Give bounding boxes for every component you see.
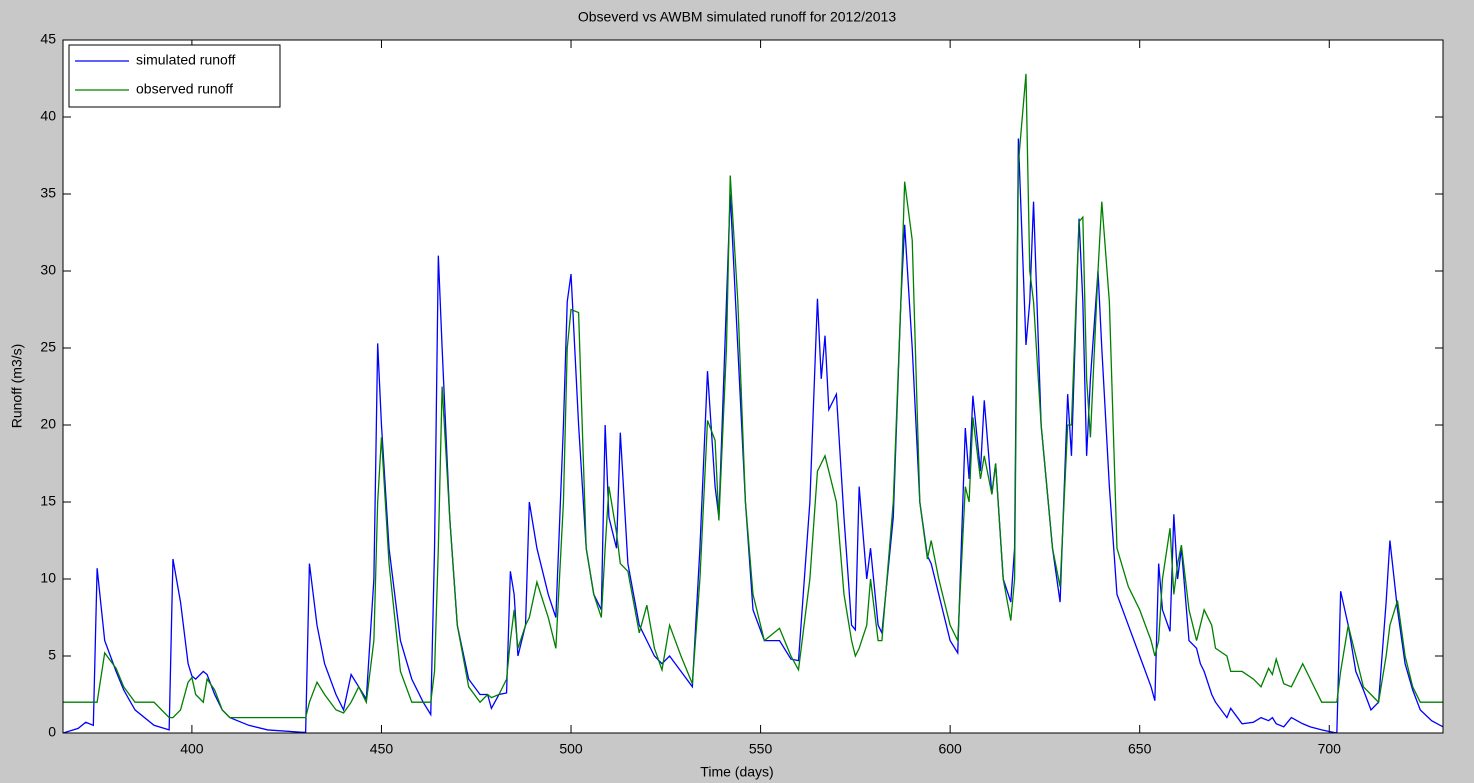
y-tick-label: 25 xyxy=(40,339,56,355)
x-tick-label: 550 xyxy=(749,741,773,757)
y-tick-label: 35 xyxy=(40,185,56,201)
x-tick-label: 650 xyxy=(1128,741,1152,757)
y-tick-label: 40 xyxy=(40,108,56,124)
y-tick-label: 0 xyxy=(48,724,56,740)
y-axis-label: Runoff (m3/s) xyxy=(9,344,25,429)
x-tick-label: 700 xyxy=(1318,741,1342,757)
y-tick-label: 20 xyxy=(40,416,56,432)
series-line xyxy=(63,73,1443,719)
axes-frame xyxy=(62,39,1444,734)
x-tick-label: 450 xyxy=(370,741,394,757)
legend-label: observed runoff xyxy=(136,81,233,97)
y-tick-label: 15 xyxy=(40,493,56,509)
y-tick-label: 30 xyxy=(40,262,56,278)
x-axis-label: Time (days) xyxy=(700,764,773,780)
y-tick-label: 5 xyxy=(48,647,56,663)
legend-label: simulated runoff xyxy=(136,52,235,68)
x-tick-label: 500 xyxy=(559,741,583,757)
chart-title: Obseverd vs AWBM simulated runoff for 20… xyxy=(578,9,896,25)
x-tick-label: 400 xyxy=(180,741,204,757)
plot-area xyxy=(63,40,1443,733)
y-tick-label: 45 xyxy=(40,31,56,47)
x-tick-label: 600 xyxy=(938,741,962,757)
y-tick-label: 10 xyxy=(40,570,56,586)
legend-box xyxy=(68,44,281,108)
